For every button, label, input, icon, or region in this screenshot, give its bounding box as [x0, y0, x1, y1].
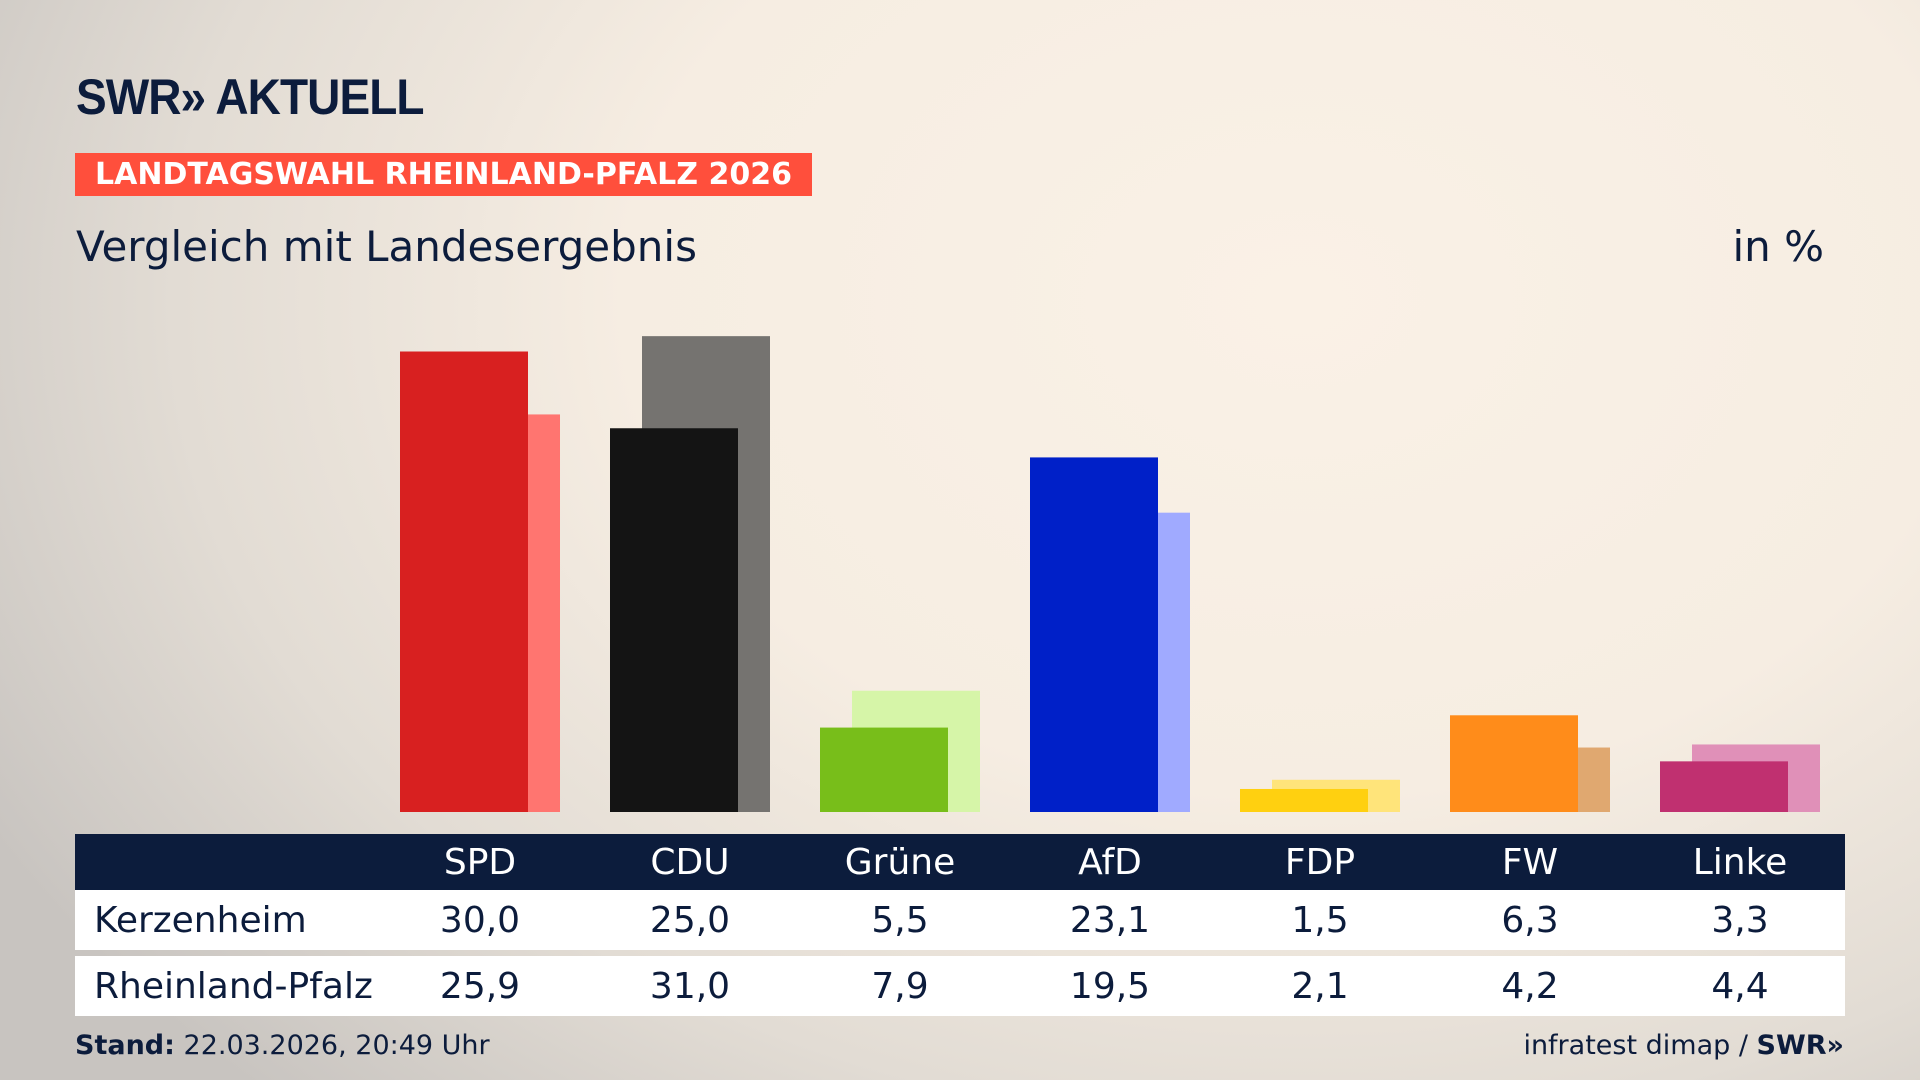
column-header: FW: [1501, 841, 1559, 883]
bar-fdp-kerzenheim: [1240, 788, 1368, 812]
data-label: 3,3: [1711, 899, 1769, 941]
table-header: SPD CDU Grüne AfD FDP FW Linke: [75, 834, 1845, 890]
data-label: 25,0: [649, 899, 731, 941]
swr-logo-small: SWR»: [1756, 1030, 1844, 1061]
data-label: 19,5: [1069, 965, 1151, 1007]
data-label: 1,5: [1291, 899, 1349, 941]
column-header: Linke: [1692, 841, 1788, 883]
source: infratest dimap / SWR»: [1523, 1030, 1844, 1061]
row-label: Rheinland-Pfalz: [94, 965, 373, 1007]
chart-subtitle: Vergleich mit Landesergebnis: [76, 222, 697, 271]
column-header: CDU: [650, 841, 730, 883]
swr-aktuell-logo: SWR» AKTUELL: [76, 69, 424, 125]
data-label: 4,2: [1501, 965, 1559, 1007]
column-header: AfD: [1078, 841, 1142, 883]
data-label: 30,0: [439, 899, 521, 941]
results-table: SPD CDU Grüne AfD FDP FW Linke Kerzenheim 30,0 2…: [75, 834, 1845, 1022]
data-label: 5,5: [871, 899, 929, 941]
column-header: Grüne: [844, 841, 956, 883]
bar-fw-kerzenheim: [1450, 715, 1578, 812]
data-label: 7,9: [871, 965, 929, 1007]
stand-value: 22.03.2026, 20:49 Uhr: [183, 1030, 490, 1061]
bar-afd-kerzenheim: [1030, 457, 1158, 812]
table-row: Rheinland-Pfalz 25,9 31,0 7,9 19,5 2,1 4,2 4,4: [75, 956, 1845, 1016]
bar-spd-kerzenheim: [400, 351, 528, 812]
bar-cdu-kerzenheim: [610, 428, 738, 812]
column-header: SPD: [443, 841, 517, 883]
bar-linke-kerzenheim: [1660, 761, 1788, 812]
data-label: 6,3: [1501, 899, 1559, 941]
election-banner: LANDTAGSWAHL RHEINLAND-PFALZ 2026: [75, 153, 812, 196]
column-header: FDP: [1284, 841, 1356, 883]
data-label: 25,9: [439, 965, 521, 1007]
data-label: 23,1: [1069, 899, 1151, 941]
data-label: 2,1: [1291, 965, 1349, 1007]
timestamp: Stand: 22.03.2026, 20:49 Uhr: [75, 1030, 490, 1061]
stand-label: Stand:: [75, 1030, 175, 1061]
data-label: 31,0: [649, 965, 731, 1007]
table-row: Kerzenheim 30,0 25,0 5,5 23,1 1,5 6,3 3,3: [75, 890, 1845, 950]
bar-grüne-kerzenheim: [820, 727, 948, 812]
unit-label: in %: [1732, 222, 1824, 271]
data-label: 4,4: [1711, 965, 1769, 1007]
row-label: Kerzenheim: [94, 899, 307, 941]
source-text: infratest dimap /: [1523, 1030, 1757, 1061]
